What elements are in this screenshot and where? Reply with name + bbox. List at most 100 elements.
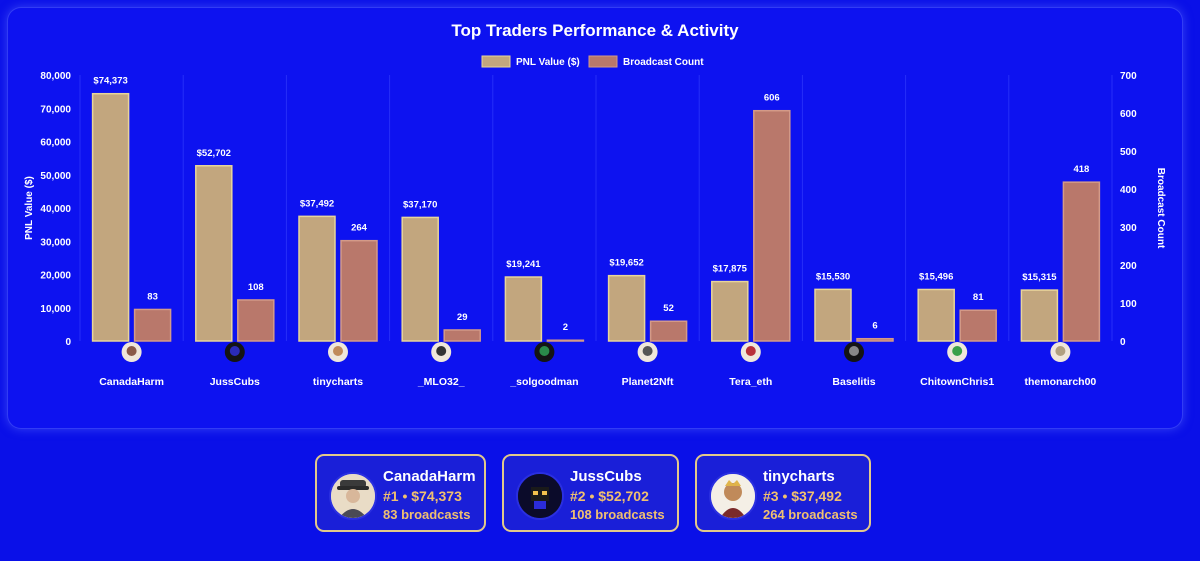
- trader-card-2[interactable]: JussCubs #2 • $52,702 108 broadcasts: [502, 454, 679, 532]
- data-label-pnl: $37,492: [300, 198, 334, 209]
- avatar-figure: [745, 346, 756, 356]
- y-left-tick-label: 0: [65, 337, 71, 348]
- data-label-broadcast: 81: [973, 292, 984, 303]
- x-tick-label: Tera_eth: [729, 376, 772, 388]
- data-label-pnl: $52,702: [197, 148, 231, 159]
- bar-broadcast: [959, 309, 997, 342]
- avatar-tinycharts-icon: [328, 342, 348, 362]
- avatar-jusscubs-icon: [516, 472, 564, 520]
- data-label-pnl: $37,170: [403, 199, 437, 210]
- x-tick-label: tinycharts: [313, 376, 363, 388]
- data-label-broadcast: 2: [563, 322, 568, 333]
- avatar-canadaharm-icon: [121, 342, 142, 362]
- bar-pnl: [711, 280, 749, 342]
- data-label-broadcast: 418: [1073, 164, 1089, 175]
- data-label-pnl: $19,652: [609, 258, 643, 269]
- y-right-tick-label: 500: [1120, 147, 1137, 158]
- data-label-pnl: $15,496: [919, 271, 953, 282]
- avatar-canadaharm-icon: [329, 472, 377, 520]
- data-label-pnl: $15,530: [816, 271, 850, 282]
- x-tick-label: Baselitis: [832, 376, 875, 388]
- avatar-solgoodman-icon: [534, 342, 555, 362]
- data-label-broadcast: 52: [663, 303, 674, 314]
- trader-rank-pnl: #1 • $74,373: [383, 488, 462, 504]
- trader-name: tinycharts: [763, 468, 835, 485]
- avatar-figure: [126, 346, 137, 356]
- bar-broadcast: [1062, 181, 1101, 342]
- y-left-tick-label: 40,000: [40, 204, 71, 215]
- y-left-tick-label: 30,000: [40, 237, 71, 248]
- avatar-planet2nft-icon: [637, 342, 658, 362]
- trader-card-1[interactable]: CanadaHarm #1 • $74,373 83 broadcasts: [315, 454, 486, 532]
- trader-name: JussCubs: [570, 468, 642, 485]
- data-label-broadcast: 6: [872, 321, 877, 332]
- y-left-tick-label: 50,000: [40, 171, 71, 182]
- performance-chart: Top Traders Performance & Activity PNL Va…: [24, 21, 1166, 388]
- legend-swatch-broadcast: [588, 55, 618, 68]
- data-label-broadcast: 83: [147, 291, 158, 302]
- bar-pnl: [607, 274, 646, 342]
- avatar-jusscubs-icon: [224, 342, 245, 362]
- y-right-tick-label: 0: [1120, 337, 1126, 348]
- y-left-tick-label: 10,000: [40, 304, 71, 315]
- y-left-tick-label: 60,000: [40, 138, 71, 149]
- bar-broadcast: [237, 299, 275, 342]
- bar-pnl: [814, 288, 852, 342]
- bar-pnl: [401, 216, 439, 342]
- avatar-figure: [333, 346, 343, 356]
- bar-broadcast: [340, 239, 378, 342]
- y-left-tick-label: 80,000: [40, 71, 71, 82]
- data-label-pnl: $17,875: [713, 264, 748, 275]
- y-right-tick-label: 400: [1120, 185, 1137, 196]
- data-label-broadcast: 264: [351, 223, 368, 234]
- bar-broadcast: [546, 339, 585, 342]
- y-left-tick-label: 70,000: [40, 104, 71, 115]
- avatar-chitownchris1-icon: [947, 342, 968, 362]
- legend-label-pnl: PNL Value ($): [516, 57, 580, 68]
- x-tick-label: Planet2Nft: [622, 376, 674, 388]
- chart-title: Top Traders Performance & Activity: [451, 21, 739, 40]
- y-left-tick-label: 20,000: [40, 271, 71, 282]
- avatar-figure: [436, 346, 447, 356]
- avatar-mlo32-icon: [431, 342, 452, 362]
- avatar-figure: [642, 346, 653, 356]
- trader-rank-pnl: #3 • $37,492: [763, 488, 842, 504]
- x-tick-label: _MLO32_: [417, 376, 465, 388]
- y-right-axis-title: Broadcast Count: [1155, 168, 1166, 249]
- y-right-tick-label: 200: [1120, 261, 1137, 272]
- data-label-pnl: $19,241: [506, 259, 541, 270]
- y-right-tick-label: 600: [1120, 109, 1137, 120]
- bar-broadcast: [443, 329, 481, 342]
- avatar-figure: [229, 346, 240, 356]
- y-left-axis-title: PNL Value ($): [24, 176, 35, 240]
- trader-broadcasts: 83 broadcasts: [383, 507, 471, 522]
- data-label-pnl: $15,315: [1022, 272, 1057, 283]
- avatar-tera-eth-icon: [740, 342, 761, 362]
- x-tick-label: JussCubs: [210, 376, 260, 388]
- bar-pnl: [298, 215, 336, 342]
- y-right-tick-label: 700: [1120, 71, 1137, 82]
- trader-name: CanadaHarm: [383, 468, 476, 485]
- bar-broadcast: [856, 337, 894, 342]
- data-label-broadcast: 29: [457, 312, 468, 323]
- avatar-tinycharts-icon: [709, 472, 757, 520]
- trader-broadcasts: 264 broadcasts: [763, 507, 858, 522]
- y-right-tick-label: 100: [1120, 299, 1137, 310]
- x-tick-label: CanadaHarm: [99, 376, 164, 388]
- bar-pnl: [91, 92, 130, 342]
- chart-panel: Top Traders Performance & Activity PNL Va…: [7, 7, 1183, 429]
- data-label-pnl: $74,373: [93, 76, 127, 87]
- trader-card-3[interactable]: tinycharts #3 • $37,492 264 broadcasts: [695, 454, 871, 532]
- avatar-figure: [539, 346, 550, 356]
- data-label-broadcast: 108: [248, 282, 264, 293]
- bar-broadcast: [753, 109, 791, 342]
- bar-broadcast: [649, 320, 688, 342]
- trader-broadcasts: 108 broadcasts: [570, 507, 665, 522]
- avatar-figure: [1055, 346, 1066, 356]
- trader-rank-pnl: #2 • $52,702: [570, 488, 649, 504]
- avatar-figure: [952, 346, 963, 356]
- x-tick-label: _solgoodman: [509, 376, 578, 388]
- data-label-broadcast: 606: [764, 93, 780, 104]
- avatar-figure: [849, 346, 859, 356]
- legend-swatch-pnl: [481, 55, 511, 68]
